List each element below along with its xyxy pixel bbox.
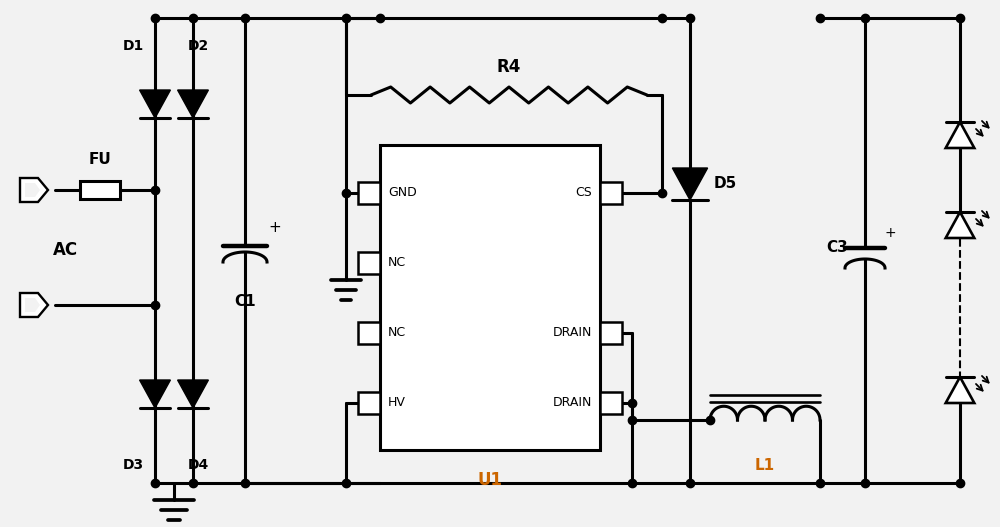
Text: AC: AC: [52, 241, 78, 259]
Bar: [380, 145, 600, 450]
Polygon shape: [178, 90, 208, 118]
Polygon shape: [946, 212, 974, 238]
Polygon shape: [946, 122, 974, 148]
Text: U1: U1: [478, 471, 503, 489]
Text: NC: NC: [388, 327, 406, 339]
Text: DRAIN: DRAIN: [553, 396, 592, 409]
Text: C3: C3: [826, 240, 848, 256]
Polygon shape: [178, 380, 208, 408]
Text: DRAIN: DRAIN: [553, 327, 592, 339]
Bar: [358, 392, 380, 414]
Text: D3: D3: [122, 458, 144, 472]
Text: 1: 1: [365, 188, 373, 198]
Text: GND: GND: [388, 187, 417, 200]
Text: HV: HV: [388, 396, 406, 409]
Polygon shape: [20, 293, 48, 317]
Polygon shape: [20, 178, 48, 202]
Text: NC: NC: [388, 257, 406, 269]
Text: 3: 3: [365, 328, 373, 338]
Text: D1: D1: [122, 39, 144, 53]
Bar: [358, 182, 380, 204]
Bar: [600, 392, 622, 414]
Text: 4: 4: [365, 398, 373, 408]
Text: C1: C1: [234, 295, 256, 309]
Text: L1: L1: [755, 457, 775, 473]
Text: FU: FU: [89, 152, 111, 168]
Text: R4: R4: [497, 58, 521, 76]
Text: D4: D4: [187, 458, 209, 472]
Bar: [358, 252, 380, 274]
Text: 6: 6: [607, 328, 615, 338]
Bar: [600, 322, 622, 344]
Text: D2: D2: [187, 39, 209, 53]
Polygon shape: [25, 298, 40, 312]
Polygon shape: [140, 90, 170, 118]
Polygon shape: [672, 168, 708, 200]
Polygon shape: [140, 380, 170, 408]
Text: CS: CS: [575, 187, 592, 200]
Bar: [600, 182, 622, 204]
Text: 2: 2: [365, 258, 373, 268]
Text: D5: D5: [713, 177, 737, 191]
Polygon shape: [25, 183, 40, 197]
Bar: [358, 322, 380, 344]
Bar: [80, 181, 120, 199]
Text: 7: 7: [607, 188, 615, 198]
Text: +: +: [269, 220, 281, 236]
Text: 5: 5: [607, 398, 615, 408]
Polygon shape: [946, 377, 974, 403]
Text: +: +: [884, 226, 896, 240]
